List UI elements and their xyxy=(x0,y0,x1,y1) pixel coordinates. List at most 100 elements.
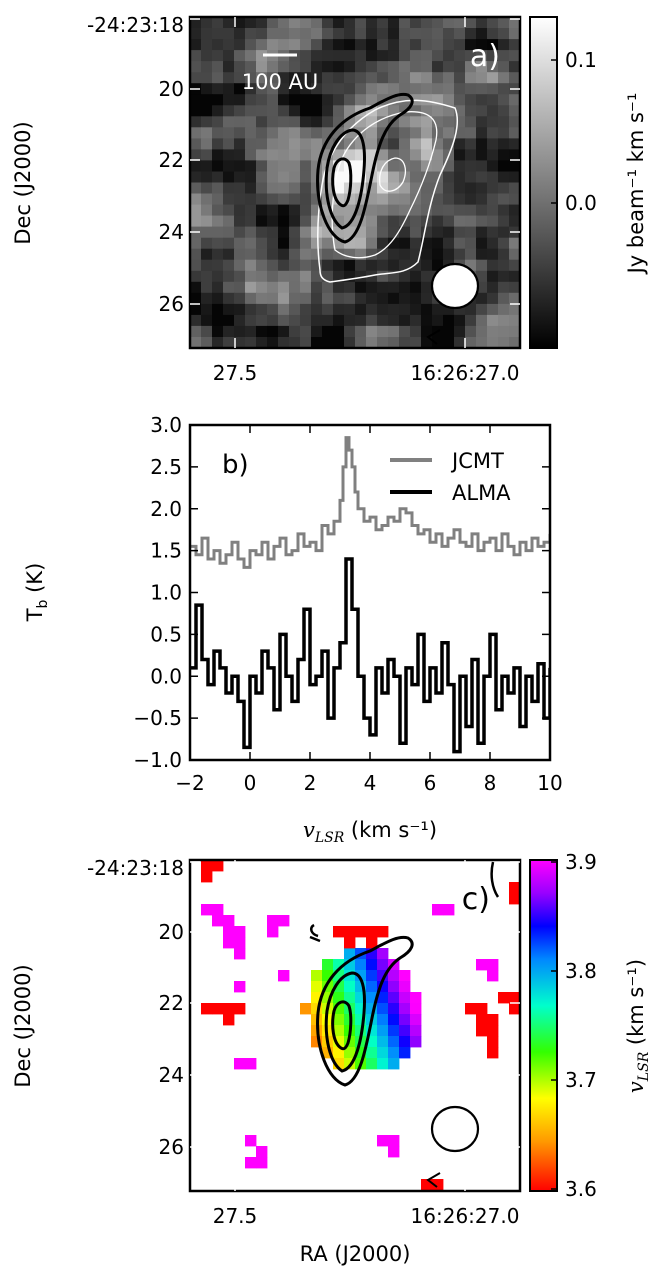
map-pixel xyxy=(289,325,301,338)
map-pixel xyxy=(399,182,411,195)
map-pixel xyxy=(344,116,356,128)
velocity-pixel xyxy=(322,1047,334,1059)
map-pixel xyxy=(201,314,213,327)
map-pixel xyxy=(399,259,411,272)
map-pixel xyxy=(454,303,466,316)
map-pixel xyxy=(410,292,422,305)
map-pixel xyxy=(245,259,257,272)
map-pixel xyxy=(212,39,224,51)
map-pixel xyxy=(245,83,257,95)
b-ytick-label: 2.5 xyxy=(150,455,182,479)
map-pixel xyxy=(278,83,290,95)
map-pixel xyxy=(476,17,488,29)
map-pixel xyxy=(201,17,213,29)
velocity-pixel xyxy=(388,992,400,1004)
map-pixel xyxy=(344,83,356,95)
map-pixel xyxy=(377,39,389,51)
map-pixel xyxy=(509,270,520,283)
map-pixel xyxy=(476,314,488,327)
map-pixel xyxy=(509,50,520,62)
map-pixel xyxy=(399,237,411,250)
map-pixel xyxy=(432,337,444,348)
map-pixel xyxy=(498,226,510,239)
map-pixel xyxy=(333,193,345,206)
map-pixel xyxy=(267,171,279,184)
map-pixel xyxy=(201,259,213,272)
map-pixel xyxy=(443,28,455,40)
map-pixel xyxy=(487,259,499,272)
map-pixel xyxy=(377,259,389,272)
map-pixel xyxy=(388,303,400,316)
map-pixel xyxy=(278,61,290,73)
panel-b-tag: b) xyxy=(222,450,249,480)
colorbar-a-ticklabel-1: 0.0 xyxy=(565,191,597,215)
map-pixel xyxy=(212,160,224,172)
map-pixel xyxy=(355,61,367,73)
panel-c-xtick-1: 16:26:27.0 xyxy=(411,1204,520,1228)
map-pixel xyxy=(498,215,510,228)
map-pixel xyxy=(498,160,510,172)
map-pixel xyxy=(487,28,499,40)
map-pixel xyxy=(377,116,389,128)
map-pixel xyxy=(234,270,246,283)
map-pixel xyxy=(333,127,345,139)
map-pixel xyxy=(476,160,488,172)
map-pixel xyxy=(509,94,520,106)
map-pixel xyxy=(212,138,224,150)
map-pixel xyxy=(234,127,246,139)
map-pixel xyxy=(377,138,389,150)
map-pixel xyxy=(487,17,499,29)
map-pixel xyxy=(256,149,268,161)
map-pixel xyxy=(223,83,235,95)
map-pixel xyxy=(190,116,202,128)
map-pixel xyxy=(366,28,378,40)
map-pixel xyxy=(476,226,488,239)
map-pixel xyxy=(278,72,290,84)
map-pixel xyxy=(190,138,202,150)
velocity-pixel xyxy=(333,1047,345,1059)
colorbar-c-ticklabel-2: 3.7 xyxy=(565,1068,597,1092)
map-pixel xyxy=(256,248,268,261)
map-pixel xyxy=(421,193,433,206)
map-pixel xyxy=(300,314,312,327)
map-pixel xyxy=(311,325,323,338)
map-pixel xyxy=(300,83,312,95)
velocity-pixel xyxy=(377,1003,389,1015)
map-pixel xyxy=(234,50,246,62)
map-pixel xyxy=(410,72,422,84)
map-pixel xyxy=(454,17,466,29)
b-xtick-label: 4 xyxy=(364,771,377,795)
map-pixel xyxy=(410,171,422,184)
map-pixel xyxy=(454,72,466,84)
velocity-speckle-pixel xyxy=(245,1058,257,1070)
map-pixel xyxy=(465,226,477,239)
map-pixel xyxy=(421,259,433,272)
velocity-speckle-pixel xyxy=(432,904,444,916)
map-pixel xyxy=(487,160,499,172)
map-pixel xyxy=(476,50,488,62)
map-pixel xyxy=(399,72,411,84)
map-pixel xyxy=(234,193,246,206)
map-pixel xyxy=(432,39,444,51)
map-pixel xyxy=(399,337,411,348)
map-pixel xyxy=(333,270,345,283)
panel-b-ticklabels: −2 0 2 4 6 8 10 3.0 2.5 2.0 1.5 1.0 0.5 0.0 −0.5 −1.0 xyxy=(133,413,562,795)
velocity-pixel xyxy=(377,959,389,971)
map-pixel xyxy=(333,248,345,261)
c-contour-fragment-3 xyxy=(426,1172,441,1188)
map-pixel xyxy=(509,61,520,73)
map-pixel xyxy=(509,204,520,217)
panel-a-tag: a) xyxy=(470,39,500,74)
velocity-speckle-pixel xyxy=(201,1003,213,1015)
map-pixel xyxy=(410,248,422,261)
map-pixel xyxy=(509,160,520,172)
c-contour-inner xyxy=(331,1000,353,1051)
map-pixel xyxy=(311,28,323,40)
map-pixel xyxy=(487,182,499,195)
map-pixel xyxy=(245,149,257,161)
map-pixel xyxy=(421,325,433,338)
map-pixel xyxy=(201,50,213,62)
map-pixel xyxy=(289,61,301,73)
map-pixel xyxy=(454,138,466,150)
map-pixel xyxy=(322,171,334,184)
